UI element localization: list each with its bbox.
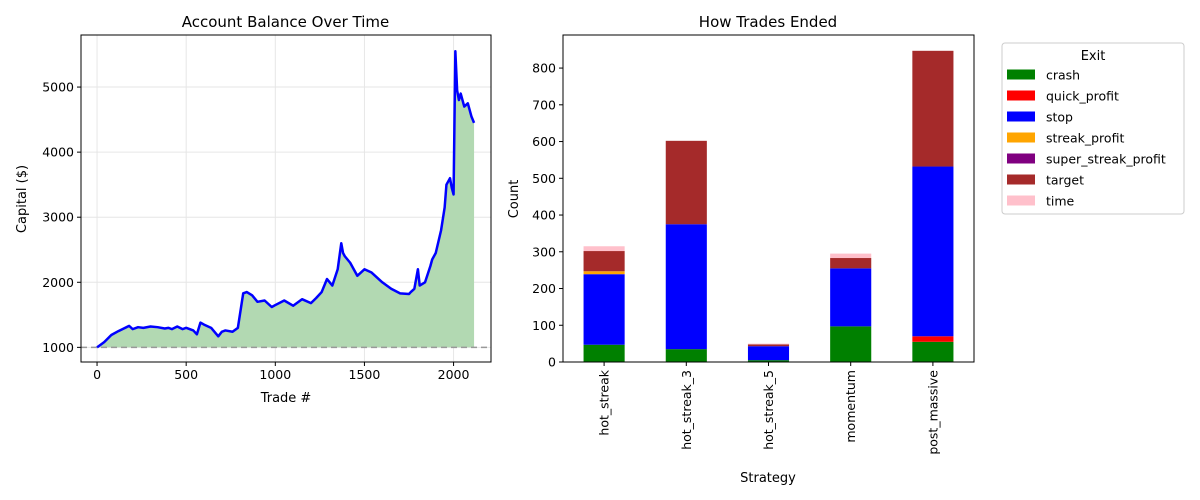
bar-segment-stop — [583, 274, 625, 345]
legend-label-streak_profit: streak_profit — [1046, 131, 1124, 146]
balance-chart: Account Balance Over Time 0 500 1000 1500 20… — [15, 13, 492, 406]
legend-swatch-crash — [1007, 69, 1035, 80]
y-tick-label: 800 — [532, 61, 556, 76]
y-tick-label: 600 — [532, 134, 556, 149]
y-tick-label: 2000 — [42, 275, 74, 290]
bar-segment-target — [912, 50, 954, 167]
bar-segment-time — [583, 246, 625, 252]
y-tick-label: 0 — [548, 355, 556, 370]
bar-segment-stop — [747, 346, 790, 361]
balance-area — [97, 51, 475, 348]
y-tick-label: 700 — [532, 97, 556, 112]
balance-plot-frame — [80, 34, 492, 363]
bar-segment-stop — [830, 268, 872, 327]
y-tick-label: 100 — [532, 318, 556, 333]
bar-segment-time — [830, 253, 872, 259]
exits-chart-title: How Trades Ended — [699, 13, 837, 31]
balance-y-axis: 1000 2000 3000 4000 5000 — [42, 80, 81, 355]
bar-segment-crash — [747, 360, 790, 362]
x-tick-label: hot_streak_5 — [761, 370, 776, 450]
bar-segment-crash — [583, 344, 625, 362]
legend-label-super_streak_profit: super_streak_profit — [1046, 152, 1166, 167]
exits-x-axis-label: Strategy — [740, 471, 796, 486]
bar-segment-target — [830, 258, 872, 269]
x-tick-label: hot_streak — [597, 369, 612, 435]
bar-segment-streak_profit — [583, 271, 625, 275]
x-tick-label: momentum — [843, 370, 858, 443]
x-tick-label: 2000 — [438, 367, 470, 382]
x-tick-label: 1000 — [259, 367, 291, 382]
bar-segment-crash — [665, 349, 707, 362]
y-tick-label: 4000 — [42, 145, 74, 160]
y-tick-label: 400 — [532, 208, 556, 223]
legend-label-quick_profit: quick_profit — [1046, 89, 1119, 104]
legend-title: Exit — [1081, 49, 1106, 64]
legend-swatch-time — [1007, 195, 1035, 206]
x-tick-label: post_massive — [925, 370, 940, 455]
bar-segment-time — [747, 343, 790, 345]
balance-plot — [81, 50, 491, 349]
bar-segment-stop — [665, 224, 707, 350]
legend-label-time: time — [1046, 194, 1075, 209]
legend-swatch-streak_profit — [1007, 132, 1035, 143]
bar-segment-crash — [912, 341, 954, 362]
legend-label-stop: stop — [1046, 110, 1073, 125]
balance-x-axis: 0 500 1000 1500 2000 — [93, 362, 470, 382]
balance-y-axis-label: Capital ($) — [15, 165, 30, 233]
exits-chart: How Trades Ended hot_streak hot_streak_3 h… — [507, 13, 975, 486]
x-tick-label: 500 — [174, 367, 198, 382]
legend-swatch-quick_profit — [1007, 90, 1035, 101]
legend-frame — [1001, 42, 1185, 215]
bar-segment-stop — [912, 166, 954, 337]
bar-segment-target — [747, 344, 790, 347]
exits-y-axis-label: Count — [507, 180, 522, 219]
balance-chart-title: Account Balance Over Time — [182, 13, 389, 31]
bar-segment-quick_profit — [912, 336, 954, 342]
legend-swatch-stop — [1007, 111, 1035, 122]
exits-y-axis: 0 100 200 300 400 500 600 700 800 — [532, 61, 563, 370]
y-tick-label: 5000 — [42, 80, 74, 95]
legend-label-target: target — [1046, 173, 1084, 188]
legend-label-crash: crash — [1046, 68, 1080, 83]
bar-segment-target — [665, 140, 707, 225]
y-tick-label: 200 — [532, 281, 556, 296]
y-tick-label: 500 — [532, 171, 556, 186]
x-tick-label: hot_streak_3 — [679, 370, 694, 450]
x-tick-label: 1500 — [349, 367, 381, 382]
exits-x-axis: hot_streak hot_streak_3 hot_streak_5 moment… — [597, 362, 940, 455]
bar-segment-target — [583, 251, 625, 272]
legend-swatch-super_streak_profit — [1007, 153, 1035, 164]
bar-segment-crash — [830, 326, 872, 362]
y-tick-label: 300 — [532, 244, 556, 259]
y-tick-label: 3000 — [42, 210, 74, 225]
exits-bars — [583, 50, 954, 362]
balance-x-axis-label: Trade # — [260, 391, 312, 406]
legend-swatch-target — [1007, 174, 1035, 185]
y-tick-label: 1000 — [42, 340, 74, 355]
x-tick-label: 0 — [93, 367, 101, 382]
balance-line — [96, 50, 476, 349]
